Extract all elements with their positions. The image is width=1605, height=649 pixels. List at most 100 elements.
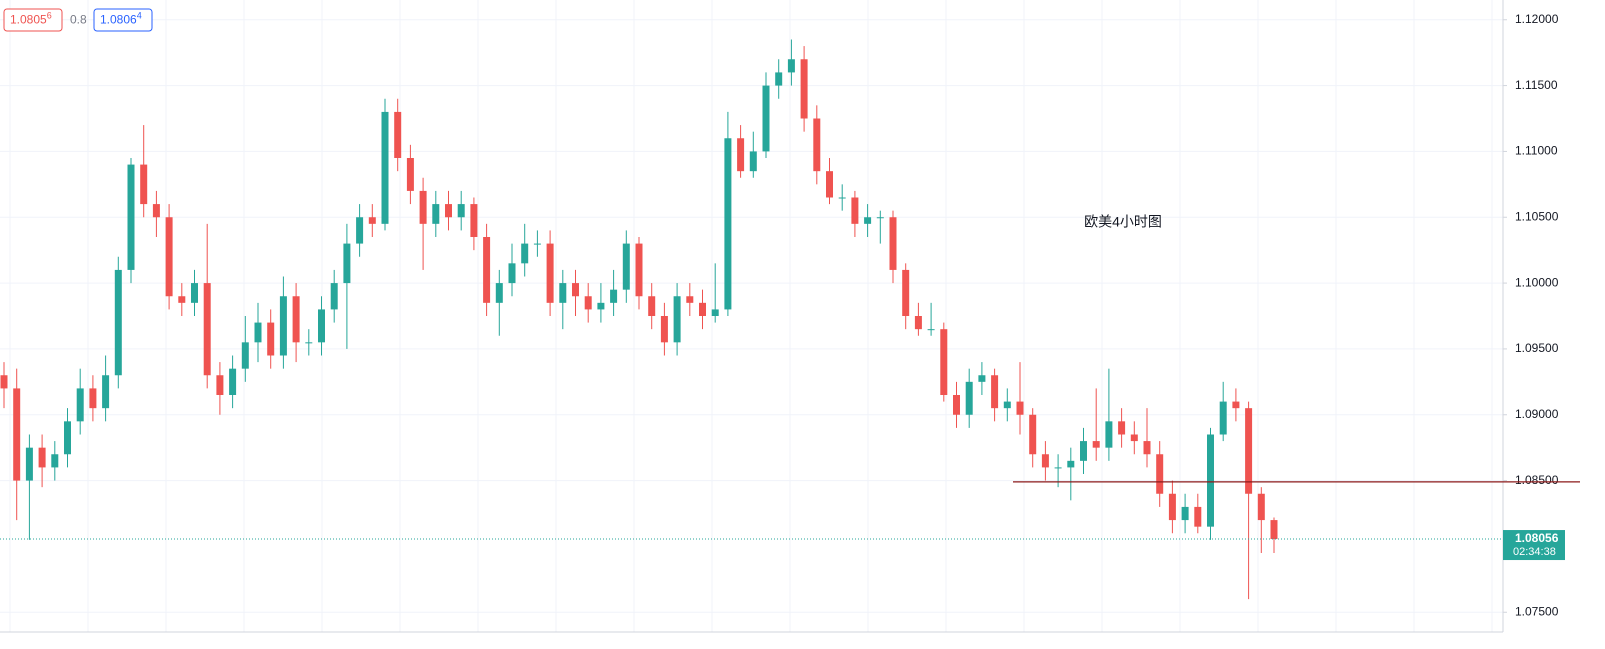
last-price-label: 1.08056 (1515, 531, 1559, 545)
candle-body (51, 454, 59, 468)
candle-body (254, 322, 262, 343)
candle-body (368, 217, 376, 224)
y-tick-label: 1.09500 (1515, 341, 1559, 355)
candle-body (1041, 454, 1049, 468)
candle-body (699, 302, 706, 316)
candle-body (737, 138, 745, 172)
candle-body (381, 111, 389, 224)
candle-body (1207, 434, 1214, 527)
candle-body (521, 243, 529, 264)
candle-body (648, 296, 656, 316)
candle-body (1105, 421, 1113, 448)
last-price-box (1503, 530, 1565, 561)
bid-main: 1.0805 (10, 13, 47, 27)
candle-body (1232, 401, 1240, 409)
candle-body (191, 283, 198, 303)
candle-body (470, 204, 478, 237)
candle-body (1092, 441, 1100, 448)
candle-body (686, 296, 694, 303)
candle-body (89, 388, 97, 409)
candle-body (953, 395, 960, 415)
candle-body (419, 190, 427, 224)
candle-body (1054, 467, 1062, 469)
candle-body (749, 151, 757, 172)
candle-body (38, 447, 46, 468)
candle-body (927, 329, 935, 331)
candle-body (1181, 506, 1189, 521)
candle-body (914, 316, 922, 330)
y-tick-label: 1.12000 (1515, 12, 1559, 26)
y-tick-label: 1.10500 (1515, 209, 1559, 223)
candle-body (940, 329, 948, 395)
bid-box[interactable] (3, 8, 63, 32)
candle-body (25, 447, 33, 481)
candle-body (114, 269, 122, 376)
candle-body (508, 263, 516, 284)
candle-body (584, 296, 592, 310)
y-tick-label: 1.08500 (1515, 473, 1559, 487)
candle-body (1016, 401, 1024, 415)
candle-body (1080, 441, 1087, 461)
candle-body (1219, 401, 1227, 435)
y-tick-label: 1.09000 (1515, 407, 1559, 421)
candle-body (406, 158, 414, 191)
candle-body (140, 164, 148, 205)
candle-body (889, 217, 897, 270)
candle-body (851, 197, 859, 224)
candle-body (267, 322, 275, 356)
candle-body (838, 197, 846, 199)
candle-body (673, 296, 681, 343)
candle-body (711, 309, 719, 316)
candle-body (343, 243, 351, 284)
candle-body (775, 72, 783, 86)
candle-body (1156, 454, 1164, 494)
candle-body (1257, 493, 1265, 521)
candle-body (1194, 506, 1202, 527)
candle-body (1118, 421, 1126, 435)
candle-body (394, 111, 402, 158)
candle-body (978, 375, 986, 382)
ask-price: 1.08064 (100, 11, 142, 27)
candle-body (1270, 520, 1278, 540)
candle-body (292, 296, 300, 343)
ask-box[interactable] (93, 8, 153, 32)
candle-body (279, 296, 287, 356)
candle-body (660, 316, 668, 343)
candle-body (203, 283, 211, 376)
candle-body (457, 204, 465, 218)
candle-body (902, 269, 910, 316)
bid-price: 1.08056 (10, 11, 52, 27)
candle-body (1029, 414, 1037, 455)
candle-body (13, 388, 21, 481)
candle-body (724, 138, 732, 310)
annotation: 欧美4小时图 (1084, 214, 1162, 230)
candle-body (76, 388, 84, 422)
candle-body (546, 243, 554, 303)
candle-body (64, 421, 71, 455)
candle-body (813, 118, 821, 172)
candle-body (152, 204, 160, 218)
candle-body (991, 375, 999, 409)
candle-body (1143, 441, 1151, 455)
bid-sup: 6 (47, 11, 52, 21)
spread: 0.8 (70, 13, 87, 27)
candle-body (635, 243, 643, 297)
candle-body (356, 217, 364, 244)
ask-main: 1.0806 (100, 13, 137, 27)
candle-body (102, 375, 110, 409)
candle-body (445, 204, 452, 218)
candle-body (0, 375, 8, 389)
candle-body (483, 237, 491, 303)
candle-body (127, 164, 135, 270)
candle-body (572, 283, 579, 297)
candle-body (559, 283, 567, 303)
candle-body (787, 59, 795, 73)
candle-body (241, 342, 249, 369)
candle-body (876, 217, 884, 219)
ask-sup: 4 (137, 11, 142, 21)
y-tick-label: 1.07500 (1515, 604, 1559, 618)
y-tick-label: 1.10000 (1515, 275, 1559, 289)
candle-body (178, 296, 186, 303)
